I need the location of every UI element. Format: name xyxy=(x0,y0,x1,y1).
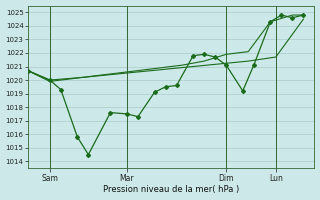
X-axis label: Pression niveau de la mer( hPa ): Pression niveau de la mer( hPa ) xyxy=(103,185,239,194)
